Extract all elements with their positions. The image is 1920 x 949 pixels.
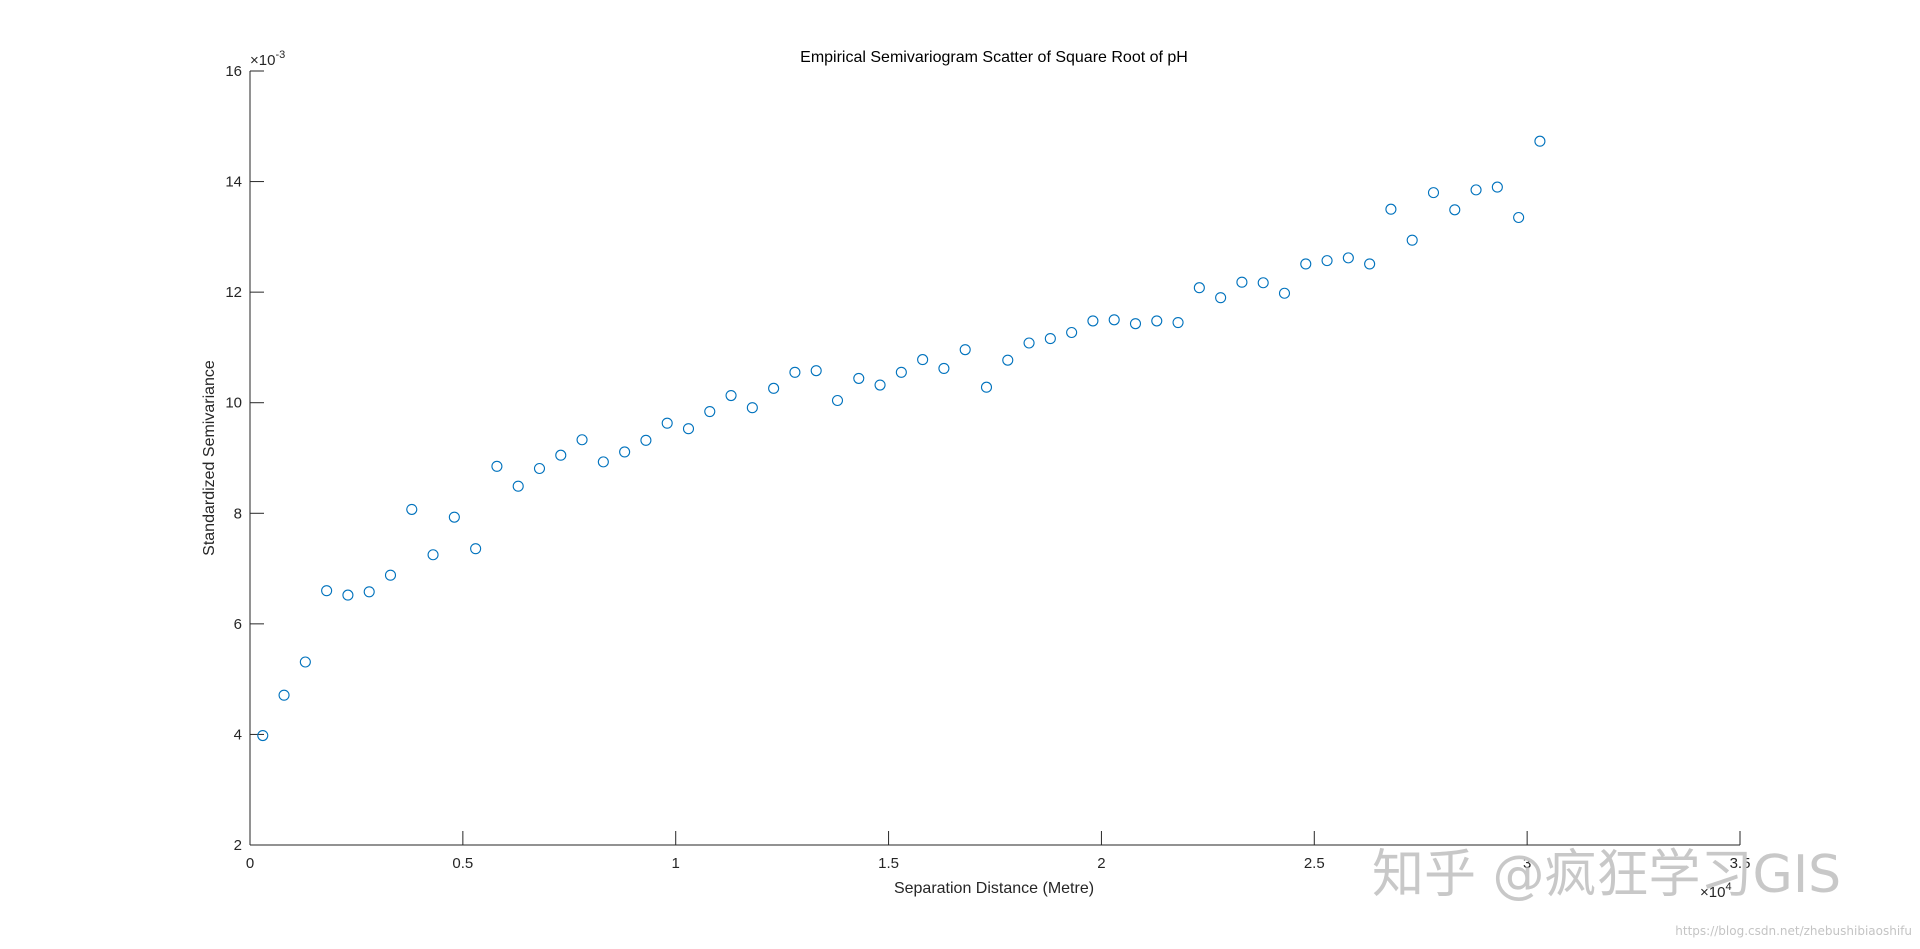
data-point xyxy=(342,589,354,601)
data-point xyxy=(257,729,269,742)
data-point xyxy=(1364,258,1376,270)
data-point xyxy=(278,689,290,701)
data-point xyxy=(384,569,397,581)
x-exponent-base: ×10 xyxy=(1700,884,1725,901)
data-point xyxy=(1066,326,1078,339)
data-point xyxy=(1342,252,1354,264)
data-point xyxy=(1193,282,1205,294)
data-point xyxy=(1470,184,1482,196)
data-point xyxy=(1427,187,1440,199)
data-point xyxy=(533,462,546,475)
data-point xyxy=(917,354,929,366)
y-exponent-power: -3 xyxy=(275,49,285,61)
x-tick-label: 2 xyxy=(1097,855,1105,872)
data-point xyxy=(1513,211,1525,224)
data-point xyxy=(1236,276,1248,288)
data-point xyxy=(746,402,758,414)
data-point xyxy=(1002,354,1014,366)
data-point xyxy=(555,449,567,461)
data-point xyxy=(1257,277,1269,289)
data-point xyxy=(1491,181,1503,193)
y-axis-exponent: ×10-3 xyxy=(250,49,285,69)
y-tick-label: 12 xyxy=(225,284,242,301)
data-point xyxy=(406,503,418,515)
x-tick-label: 1.5 xyxy=(878,855,899,872)
x-tick-label: 2.5 xyxy=(1304,855,1325,872)
x-tick-label: 3 xyxy=(1523,855,1531,872)
data-point xyxy=(640,434,652,446)
data-point xyxy=(363,586,375,598)
x-axis-exponent: ×104 xyxy=(1700,881,1732,901)
data-point xyxy=(1385,203,1397,215)
data-point xyxy=(448,511,460,523)
data-point xyxy=(938,362,950,374)
data-point xyxy=(874,379,886,391)
data-point xyxy=(1023,337,1035,349)
y-tick-label: 16 xyxy=(225,63,242,80)
watermark-url: https://blog.csdn.net/zhebushibiaoshifu xyxy=(1675,924,1912,938)
y-axis-label: Standardized Semivariance xyxy=(201,360,218,556)
data-point xyxy=(299,656,311,668)
data-point xyxy=(427,549,439,561)
data-point xyxy=(1449,204,1461,216)
x-exponent-power: 4 xyxy=(1725,881,1731,893)
data-point xyxy=(853,372,865,384)
x-tick-label: 0 xyxy=(246,855,254,872)
data-point xyxy=(980,381,993,393)
y-tick-label: 10 xyxy=(225,395,242,412)
data-point xyxy=(1108,314,1120,326)
data-point xyxy=(1172,316,1184,329)
data-point xyxy=(597,456,609,468)
x-axis-label: Separation Distance (Metre) xyxy=(894,880,1094,897)
data-point xyxy=(1087,315,1099,327)
data-point xyxy=(768,382,780,394)
y-tick-label: 14 xyxy=(225,174,242,191)
data-point xyxy=(576,434,588,446)
data-point xyxy=(895,366,907,378)
y-axis-ticks: 2 4 6 8 10 12 14 16 xyxy=(225,63,264,854)
data-point xyxy=(470,543,482,555)
y-tick-label: 4 xyxy=(234,726,242,743)
data-point xyxy=(704,406,716,418)
data-point xyxy=(789,366,801,378)
data-point xyxy=(1278,287,1291,299)
x-tick-label: 3.5 xyxy=(1730,855,1751,872)
data-point xyxy=(491,460,503,472)
x-tick-label: 1 xyxy=(672,855,680,872)
data-point xyxy=(810,365,822,377)
y-tick-label: 8 xyxy=(234,505,242,522)
x-tick-label: 0.5 xyxy=(452,855,473,872)
data-point xyxy=(682,423,695,435)
watermark-text: 知乎 @疯狂学习GIS xyxy=(1372,845,1841,905)
y-tick-label: 2 xyxy=(234,837,242,854)
data-point xyxy=(1044,333,1056,345)
data-point xyxy=(1321,255,1333,267)
data-point xyxy=(321,585,333,597)
data-point xyxy=(1215,292,1227,304)
scatter-points xyxy=(257,135,1546,742)
data-point xyxy=(1406,234,1418,246)
chart-title: Empirical Semivariogram Scatter of Squar… xyxy=(800,49,1188,66)
axes xyxy=(249,71,1740,846)
data-point xyxy=(831,394,844,407)
data-point xyxy=(1534,135,1546,147)
data-point xyxy=(1151,315,1163,327)
data-point xyxy=(512,480,524,492)
y-exponent-base: ×10 xyxy=(250,52,275,69)
data-point xyxy=(1300,258,1312,270)
data-point xyxy=(619,446,631,458)
data-point xyxy=(661,417,673,429)
x-axis-ticks: 0 0.5 1 1.5 2 2.5 3 3.5 xyxy=(246,831,1751,872)
data-point xyxy=(959,344,971,356)
data-point xyxy=(725,389,737,402)
y-tick-label: 6 xyxy=(234,616,242,633)
data-point xyxy=(1129,318,1142,330)
